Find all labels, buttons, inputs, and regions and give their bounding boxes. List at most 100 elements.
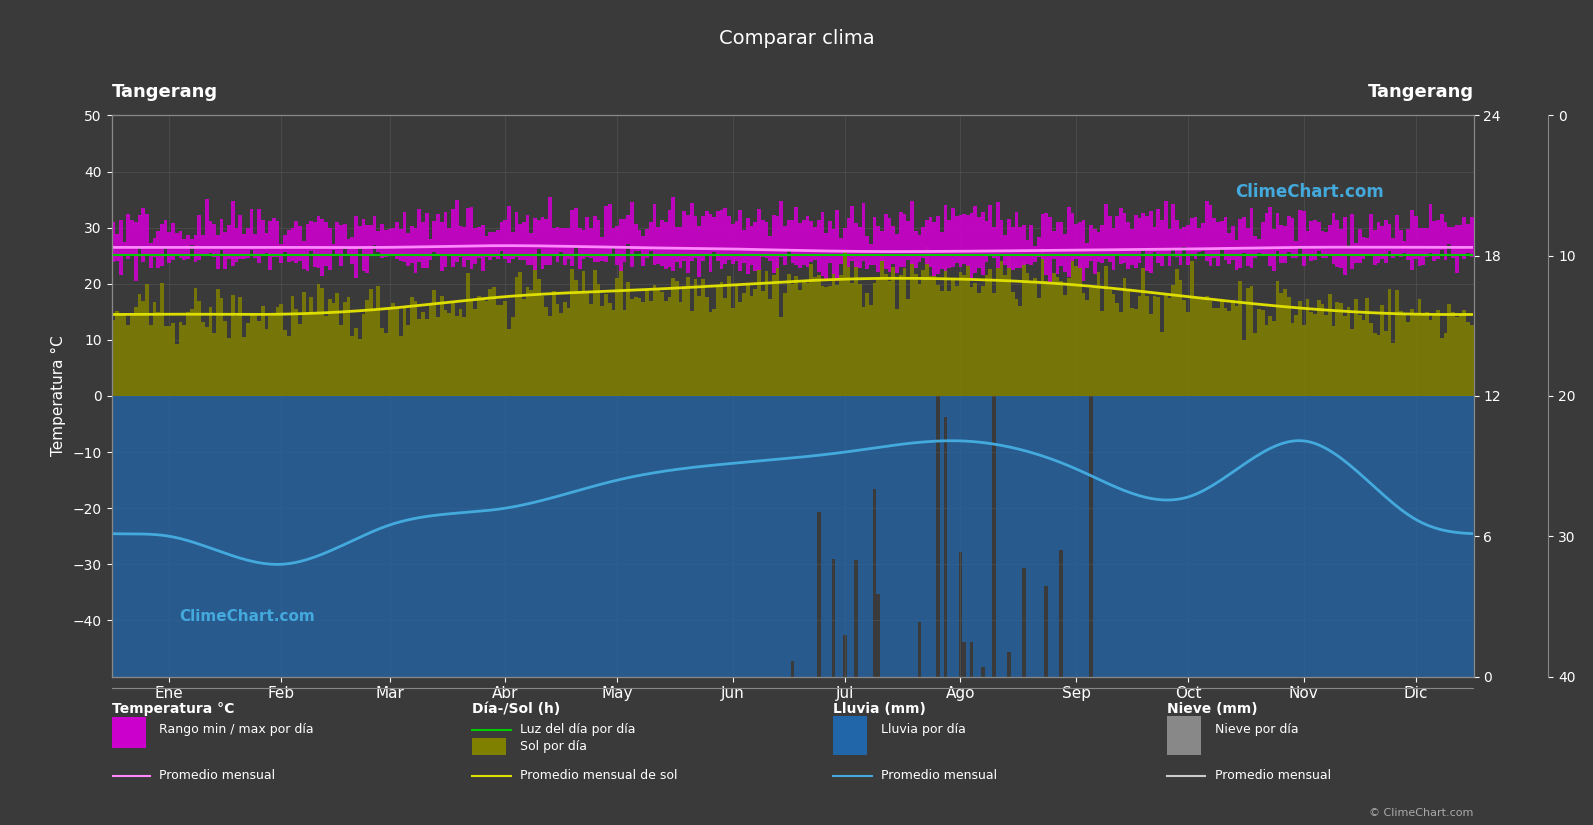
Bar [1335,219,1340,267]
Bar [467,208,470,260]
Bar [1201,396,1204,825]
Bar [773,214,776,273]
Bar [1112,228,1115,270]
Bar [1093,396,1096,756]
Bar [156,231,159,268]
Bar [921,396,926,753]
Bar [551,290,556,396]
Bar [451,209,456,267]
Bar [239,297,242,396]
Bar [597,220,601,262]
Bar [918,396,921,621]
Bar [1023,396,1026,568]
Text: ClimeChart.com: ClimeChart.com [180,609,315,625]
Bar [1354,396,1357,825]
Bar [1432,396,1437,825]
Bar [473,228,478,265]
Bar [1070,396,1074,775]
Bar [615,278,620,396]
Bar [350,237,354,264]
Bar [336,293,339,396]
Bar [209,221,212,253]
Bar [790,285,795,396]
Bar [1346,307,1351,396]
Bar [682,396,687,825]
Bar [175,396,178,825]
Bar [854,396,857,560]
Bar [1306,299,1309,396]
Bar [1295,315,1298,396]
Bar [873,396,876,488]
Bar [223,233,228,269]
Bar [840,238,843,264]
Bar [828,285,832,396]
Bar [1362,396,1365,825]
Bar [511,396,515,825]
Bar [470,396,473,825]
Bar [656,228,660,264]
Bar [1418,396,1421,825]
Bar [992,293,996,396]
Bar [1164,201,1168,255]
Bar [156,396,159,825]
Bar [835,210,840,281]
Bar [1273,396,1276,825]
Bar [1182,300,1187,396]
Bar [1171,285,1176,396]
Bar [728,276,731,396]
Bar [959,272,962,396]
Bar [1182,396,1187,825]
Bar [750,226,753,266]
Bar [895,396,898,825]
Bar [1018,227,1023,268]
Bar [1254,236,1257,257]
Bar [178,231,183,258]
Bar [1235,240,1238,271]
Bar [1343,316,1346,396]
Bar [701,216,704,261]
Bar [276,396,279,825]
Bar [421,222,425,267]
Bar [687,277,690,396]
Bar [887,281,892,396]
Bar [787,396,790,719]
Bar [1365,298,1368,396]
Bar [809,220,812,262]
Bar [373,396,376,825]
Bar [734,285,739,396]
Bar [948,220,951,268]
Bar [615,396,620,825]
Bar [545,219,548,265]
Bar [1018,306,1023,396]
Bar [223,396,228,825]
Bar [1279,293,1284,396]
Bar [429,305,432,396]
Bar [932,275,937,396]
Bar [298,396,301,825]
Bar [709,312,712,396]
Bar [312,396,317,825]
Bar [1346,248,1351,254]
Bar [1391,238,1395,258]
Bar [1082,293,1085,396]
Text: Rango min / max por día: Rango min / max por día [159,724,314,736]
Bar [1056,396,1059,825]
Bar [1324,396,1329,825]
Bar [1171,396,1176,825]
Bar [601,396,604,825]
Text: Promedio mensual de sol: Promedio mensual de sol [521,770,677,782]
Bar [421,396,425,825]
Bar [134,396,137,825]
Bar [903,267,906,396]
Bar [1067,207,1070,276]
Bar [362,314,365,396]
Bar [470,299,473,396]
Bar [581,230,585,259]
Bar [1000,220,1004,257]
Bar [623,219,626,262]
Bar [1190,396,1193,825]
Bar [148,325,153,396]
Bar [1063,396,1067,813]
Bar [190,309,194,396]
Bar [1051,396,1056,825]
